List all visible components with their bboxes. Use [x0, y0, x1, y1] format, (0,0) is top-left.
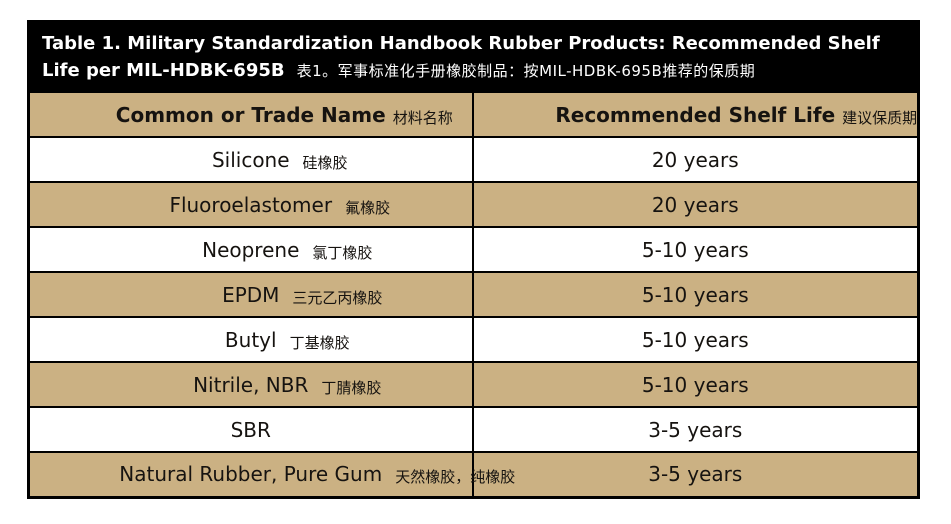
table-row: Fluoroelastomer 氟橡胶 20 years	[27, 181, 920, 228]
shelf-life-value: 5-10 years	[641, 327, 749, 352]
material-name-en: EPDM	[222, 282, 280, 307]
table-title-band: Table 1. Military Standardization Handbo…	[27, 20, 920, 93]
material-name-en: Neoprene	[202, 237, 300, 262]
shelf-life-value: 3-5 years	[648, 417, 743, 442]
header-shelf-life-zh: 建议保质期	[842, 108, 918, 127]
material-name-cell: Fluoroelastomer 氟橡胶	[27, 181, 474, 228]
shelf-life-cell: 5-10 years	[471, 271, 920, 318]
material-name-cell: EPDM 三元乙丙橡胶	[27, 271, 474, 318]
shelf-life-value: 20 years	[651, 147, 739, 172]
material-name-en: Fluoroelastomer	[169, 192, 333, 217]
material-name-zh: 天然橡胶，纯橡胶	[395, 468, 516, 487]
material-name-zh: 氯丁橡胶	[312, 243, 373, 262]
shelf-life-value: 5-10 years	[641, 237, 749, 262]
material-name-en: SBR	[230, 417, 271, 442]
shelf-life-cell: 20 years	[471, 136, 920, 183]
material-name-cell: Neoprene 氯丁橡胶	[27, 226, 474, 273]
material-name-cell: Butyl 丁基橡胶	[27, 316, 474, 363]
header-cell-shelf-life: Recommended Shelf Life 建议保质期	[471, 91, 920, 138]
table-head-group: Table 1. Military Standardization Handbo…	[27, 20, 920, 138]
shelf-life-cell: 20 years	[471, 181, 920, 228]
shelf-life-value: 3-5 years	[648, 462, 743, 487]
header-shelf-life-en: Recommended Shelf Life	[555, 102, 836, 127]
shelf-life-cell: 5-10 years	[471, 361, 920, 408]
table-row: EPDM 三元乙丙橡胶 5-10 years	[27, 271, 920, 318]
rubber-shelf-life-table: Table 1. Military Standardization Handbo…	[27, 20, 921, 499]
material-name-en: Silicone	[211, 147, 290, 172]
table-body: Silicone 硅橡胶 20 years Fluoroelastomer 氟橡胶 …	[27, 136, 920, 498]
material-name-en: Natural Rubber, Pure Gum	[119, 462, 383, 487]
shelf-life-cell: 3-5 years	[471, 451, 920, 498]
table-row: Neoprene 氯丁橡胶 5-10 years	[27, 226, 920, 273]
table-title-line2-zh: 表1。军事标准化手册橡胶制品：按MIL-HDBK-695B推荐的保质期	[296, 62, 756, 80]
material-name-zh: 硅橡胶	[302, 153, 348, 172]
header-common-name-en: Common or Trade Name	[115, 102, 386, 127]
table-row: Butyl 丁基橡胶 5-10 years	[27, 316, 920, 363]
material-name-en: Nitrile, NBR	[193, 372, 309, 397]
table-title-line2-en: Life per MIL-HDBK-695B	[42, 60, 285, 81]
title-band-row: Table 1. Military Standardization Handbo…	[27, 20, 920, 93]
table-title-line2: Life per MIL-HDBK-695B 表1。军事标准化手册橡胶制品：按MI…	[42, 57, 905, 85]
shelf-life-value: 5-10 years	[641, 282, 749, 307]
shelf-life-value: 5-10 years	[641, 372, 749, 397]
material-name-zh: 丁基橡胶	[289, 333, 350, 352]
shelf-life-value: 20 years	[651, 192, 739, 217]
header-common-name-zh: 材料名称	[392, 108, 453, 127]
material-name-cell: Silicone 硅橡胶	[27, 136, 474, 183]
material-name-cell: Natural Rubber, Pure Gum 天然橡胶，纯橡胶	[27, 451, 515, 498]
header-row: Common or Trade Name 材料名称 Recommended She…	[27, 91, 920, 138]
material-name-zh: 丁腈橡胶	[321, 378, 382, 397]
material-name-cell: SBR	[27, 406, 474, 453]
table-row: Silicone 硅橡胶 20 years	[27, 136, 920, 183]
shelf-life-cell: 5-10 years	[471, 316, 920, 363]
material-name-cell: Nitrile, NBR 丁腈橡胶	[27, 361, 474, 408]
table-row: Natural Rubber, Pure Gum 天然橡胶，纯橡胶 3-5 yea…	[27, 451, 920, 498]
table-row: SBR 3-5 years	[27, 406, 920, 453]
shelf-life-cell: 3-5 years	[471, 406, 920, 453]
table-title-line1: Table 1. Military Standardization Handbo…	[42, 33, 880, 54]
header-cell-common-name: Common or Trade Name 材料名称	[27, 91, 474, 138]
material-name-zh: 氟橡胶	[345, 198, 391, 217]
table-row: Nitrile, NBR 丁腈橡胶 5-10 years	[27, 361, 920, 408]
material-name-zh: 三元乙丙橡胶	[292, 288, 383, 307]
shelf-life-cell: 5-10 years	[471, 226, 920, 273]
material-name-en: Butyl	[224, 327, 277, 352]
